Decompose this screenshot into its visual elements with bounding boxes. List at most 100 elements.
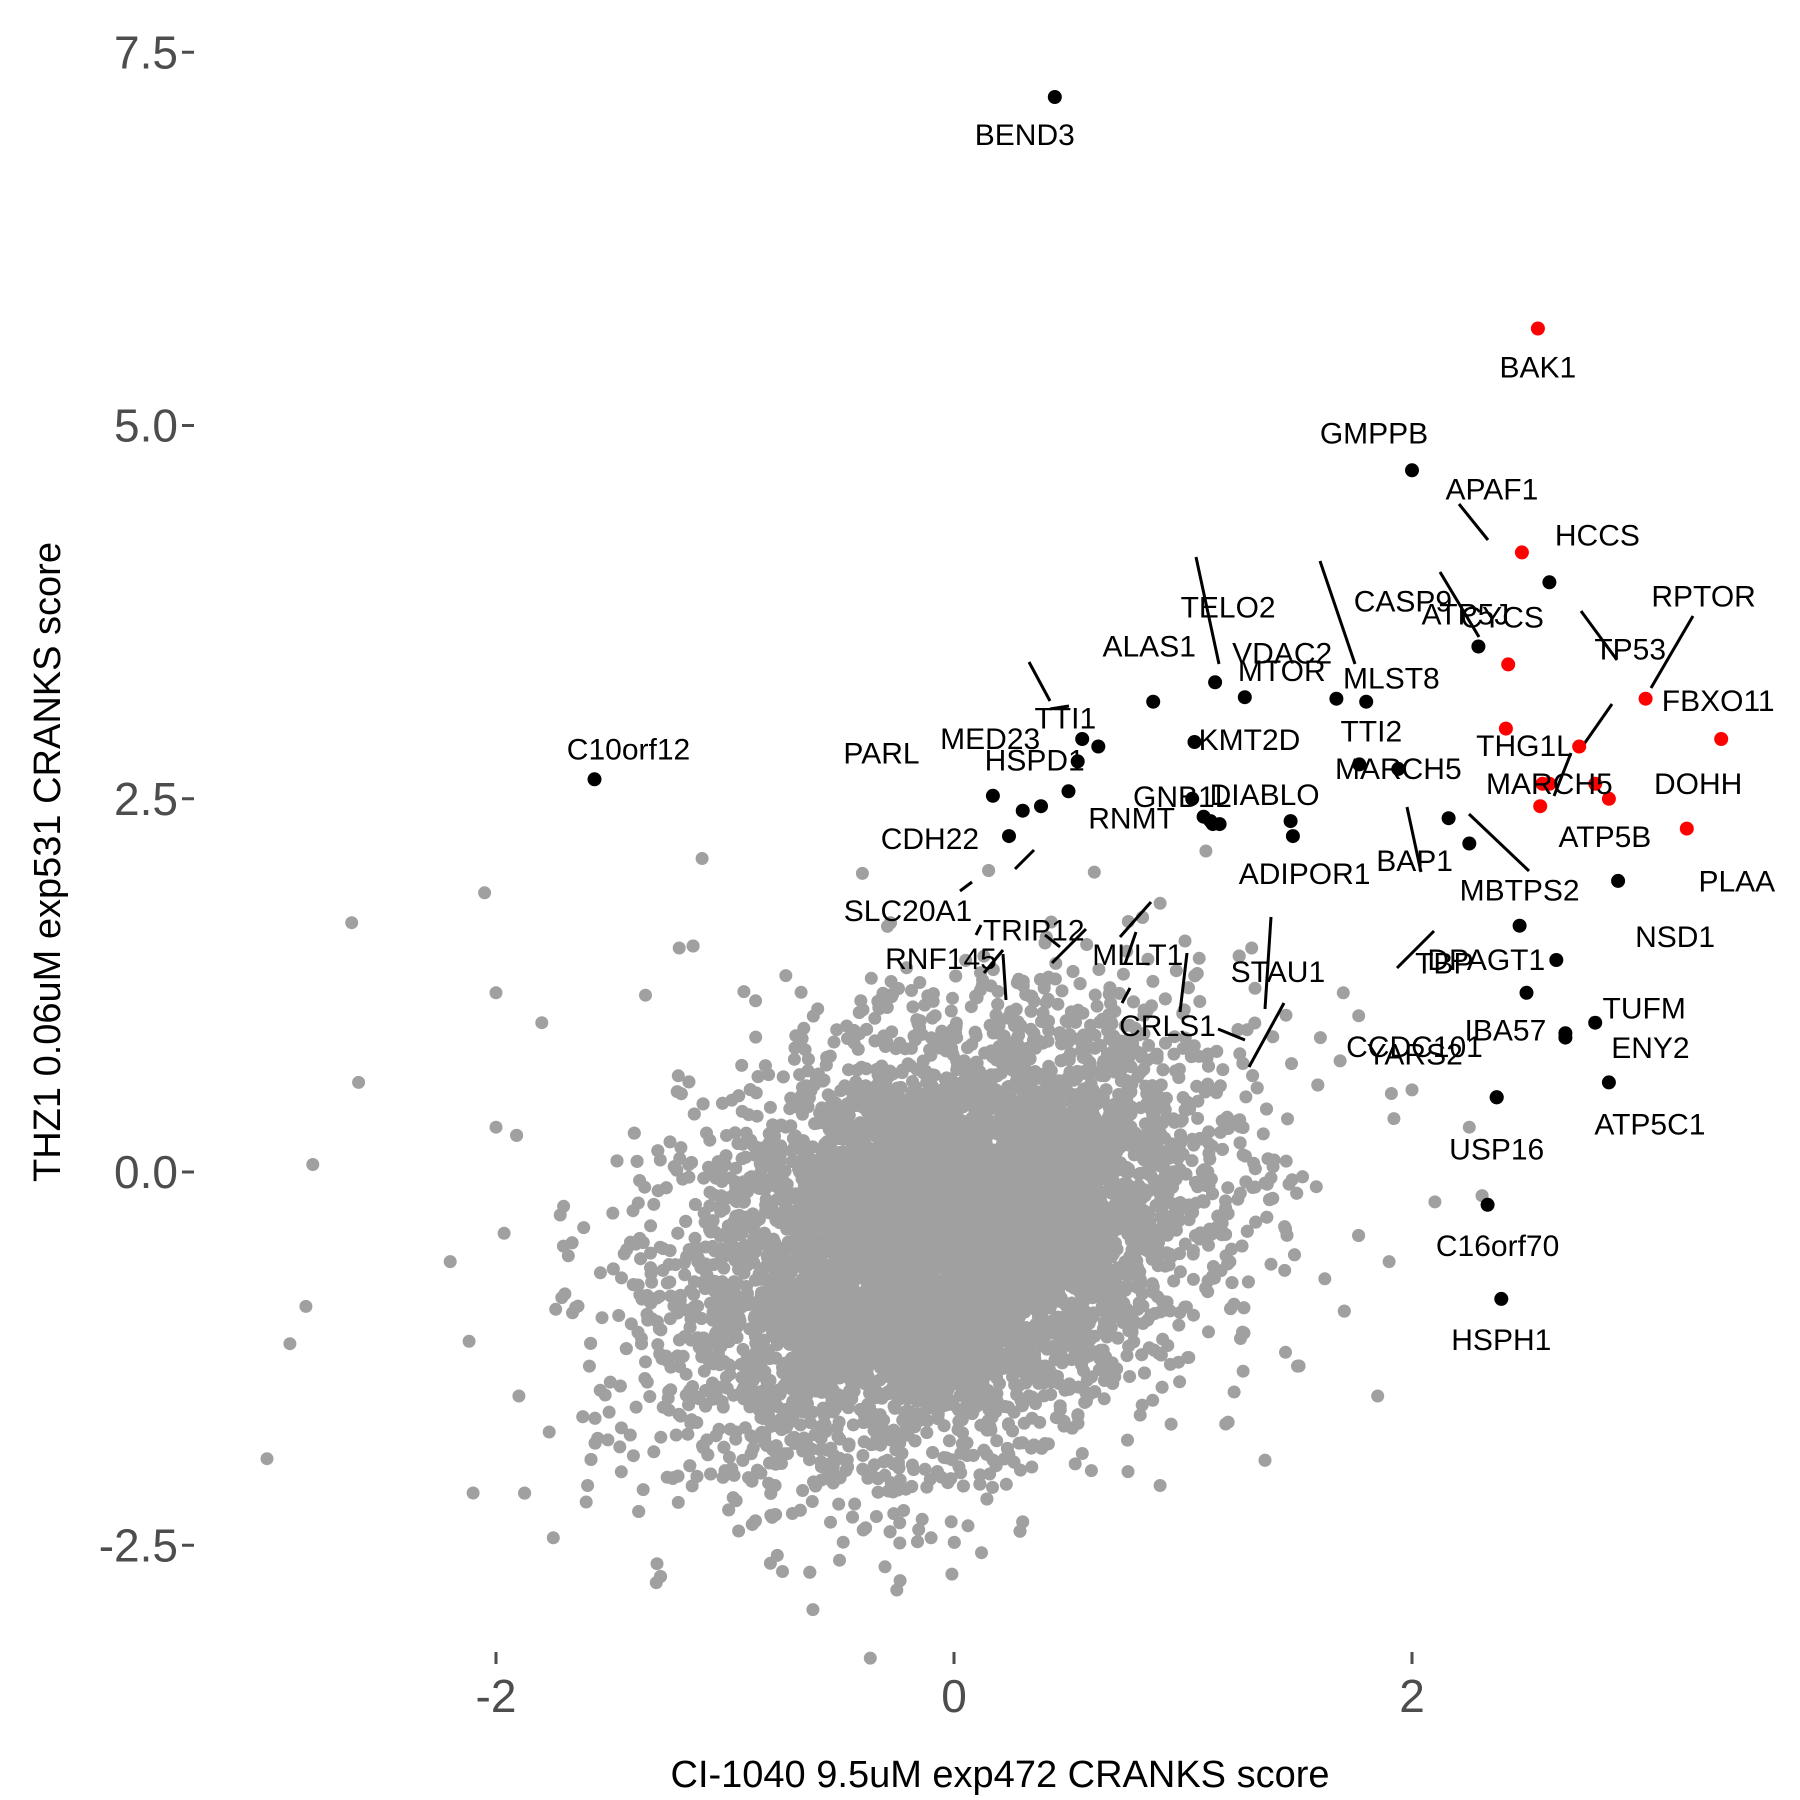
background-point	[603, 1375, 617, 1389]
background-point	[671, 1495, 685, 1509]
background-point	[920, 1480, 934, 1494]
background-point	[1279, 1154, 1293, 1168]
background-point	[846, 1418, 860, 1432]
background-point	[1193, 995, 1207, 1008]
background-point	[1169, 964, 1183, 978]
background-point	[1042, 1024, 1056, 1037]
background-point	[1387, 1112, 1401, 1126]
background-point	[763, 1100, 777, 1114]
background-point	[1240, 1023, 1254, 1037]
background-point	[1075, 1358, 1088, 1372]
background-point	[606, 1206, 620, 1220]
background-point	[647, 1197, 661, 1211]
background-point	[863, 1651, 877, 1665]
background-point	[1120, 1349, 1134, 1363]
background-point	[1146, 1393, 1160, 1407]
background-point	[1164, 1417, 1178, 1431]
background-point	[1225, 1242, 1238, 1256]
background-point	[462, 1334, 476, 1348]
background-point	[1202, 1325, 1215, 1339]
background-point	[1055, 984, 1069, 998]
background-point	[749, 994, 763, 1008]
background-point	[794, 1418, 807, 1432]
background-point	[663, 1312, 677, 1326]
background-point	[663, 1135, 677, 1149]
background-point	[614, 1465, 628, 1479]
background-point	[1173, 1375, 1187, 1389]
background-point	[1236, 1364, 1250, 1378]
background-point	[697, 1364, 711, 1378]
background-point	[776, 1565, 789, 1578]
background-point	[1384, 1087, 1398, 1100]
background-point	[1178, 1031, 1192, 1045]
background-point	[1282, 1177, 1296, 1191]
background-point	[952, 1460, 966, 1474]
background-point	[636, 1483, 650, 1497]
background-point	[595, 1311, 609, 1325]
background-point	[654, 1430, 668, 1444]
background-point	[920, 1426, 934, 1440]
background-point	[1172, 1318, 1186, 1332]
background-point	[1173, 1265, 1187, 1279]
background-point	[1168, 1030, 1182, 1044]
background-point	[827, 1035, 841, 1049]
background-point	[1158, 1259, 1172, 1273]
background-point	[806, 1603, 820, 1617]
background-point	[1266, 1030, 1280, 1044]
background-point	[664, 1289, 678, 1303]
background-point	[1221, 1181, 1235, 1195]
background-point	[868, 1011, 882, 1025]
background-point	[615, 1271, 628, 1285]
background-point	[897, 1504, 911, 1517]
background-point	[887, 1507, 901, 1521]
background-point	[900, 961, 914, 975]
background-point	[803, 1453, 816, 1467]
background-point	[1025, 1460, 1039, 1474]
background-point	[1309, 1180, 1323, 1194]
background-point	[1239, 1090, 1253, 1104]
background-point	[1233, 1186, 1247, 1200]
background-point	[1216, 1063, 1230, 1077]
background-point	[864, 971, 878, 985]
background-point	[1033, 1415, 1047, 1429]
background-point	[601, 1433, 615, 1447]
background-point	[1146, 974, 1160, 988]
background-point	[1141, 952, 1155, 966]
background-point	[1154, 1078, 1168, 1092]
background-point	[1112, 986, 1126, 1000]
background-point	[961, 1519, 975, 1533]
background-point	[803, 1416, 817, 1430]
background-point	[781, 1447, 794, 1461]
background-point	[878, 1560, 892, 1574]
background-point	[779, 969, 793, 983]
background-point	[946, 991, 959, 1005]
background-point	[735, 1058, 749, 1072]
background-point	[836, 1535, 850, 1549]
background-point	[1130, 1028, 1144, 1042]
background-point	[1123, 1370, 1137, 1383]
background-point	[1044, 1064, 1058, 1078]
background-points	[260, 844, 1489, 1665]
background-point	[744, 1429, 758, 1443]
background-point	[1088, 1028, 1102, 1042]
background-point	[912, 1523, 926, 1537]
background-point	[869, 1510, 883, 1523]
background-point	[1145, 1277, 1159, 1291]
background-point	[497, 1226, 511, 1240]
background-point	[1279, 1345, 1292, 1359]
background-point	[1044, 915, 1058, 929]
background-point	[918, 1462, 932, 1476]
background-point	[1080, 938, 1094, 951]
background-point	[722, 1450, 736, 1464]
background-point	[1333, 1054, 1347, 1068]
background-point	[577, 1221, 591, 1235]
background-point	[1213, 1079, 1227, 1093]
background-point	[650, 1557, 664, 1571]
background-point	[1087, 865, 1101, 879]
background-point	[906, 1000, 920, 1014]
background-point	[999, 1477, 1013, 1491]
background-point	[986, 1480, 999, 1494]
background-point	[944, 1004, 958, 1018]
background-point	[1151, 1290, 1164, 1304]
